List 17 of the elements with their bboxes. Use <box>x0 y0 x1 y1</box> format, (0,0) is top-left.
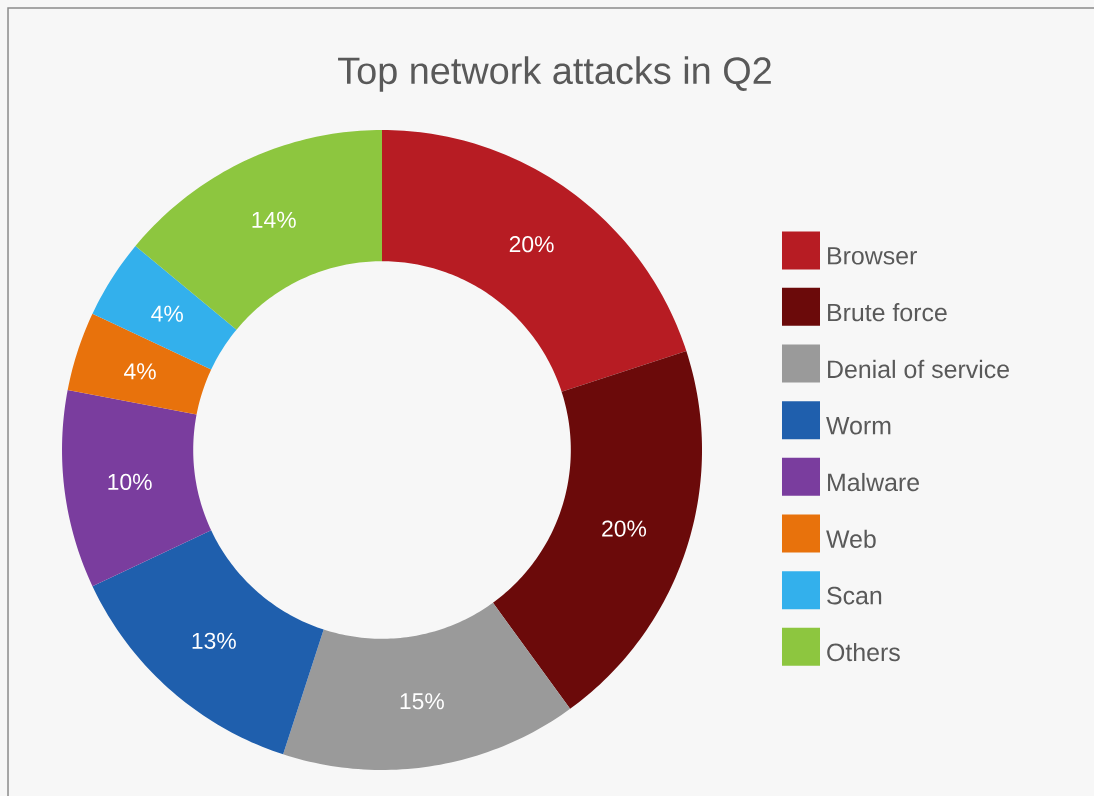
legend-label: Browser <box>828 247 917 265</box>
data-label: 4% <box>124 363 156 380</box>
legend-label: Brute force <box>828 303 947 322</box>
legend-label: Web <box>826 529 876 548</box>
data-label: 10% <box>108 473 152 490</box>
data-label: 13% <box>192 632 236 649</box>
data-label: 14% <box>252 211 296 228</box>
legend-label: Others <box>827 642 900 662</box>
data-label: 15% <box>400 693 444 710</box>
data-label: 4% <box>151 305 183 322</box>
data-label: 20% <box>509 236 554 253</box>
data-label: 20% <box>602 520 647 537</box>
legend-label: Denial of service <box>828 359 1009 379</box>
chart-title: Top network attacks in Q2 <box>338 56 771 92</box>
legend-label: Malware <box>828 472 919 492</box>
legend-label: Worm <box>826 417 891 435</box>
legend-label: Scan <box>827 586 882 605</box>
